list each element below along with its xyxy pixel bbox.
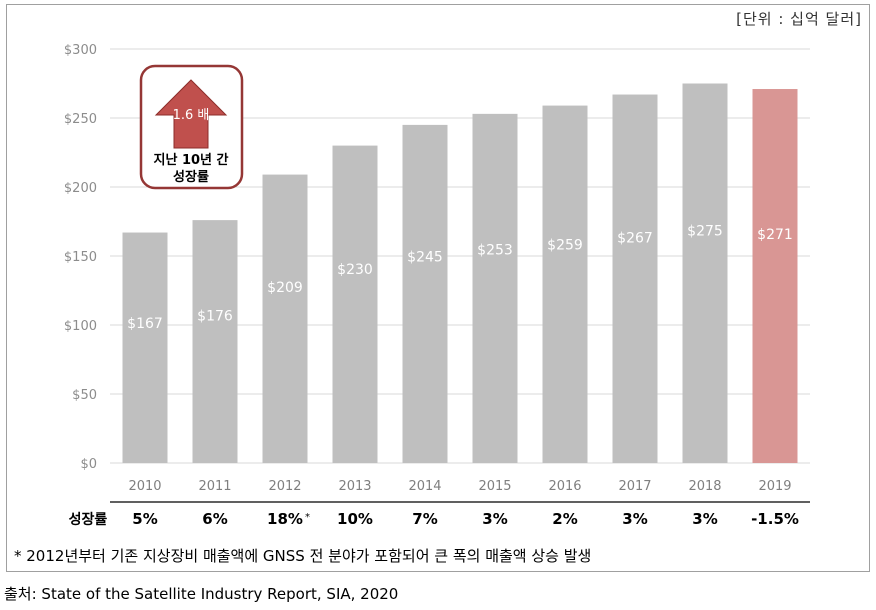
bar	[262, 174, 308, 463]
callout-line2: 성장률	[173, 169, 209, 185]
bar	[612, 94, 658, 463]
bar	[752, 89, 798, 464]
y-tick-label: $300	[64, 43, 97, 58]
growth-value: 3%	[622, 510, 647, 528]
footnote: * 2012년부터 기존 지상장비 매출액에 GNSS 전 분야가 포함되어 큰…	[14, 547, 592, 565]
bar	[332, 145, 378, 463]
chart-frame	[6, 4, 870, 572]
growth-callout: 1.6 배 지난 10년 간 성장률	[139, 64, 244, 190]
growth-value: 6%	[202, 510, 227, 528]
growth-asterisk: *	[305, 512, 310, 523]
y-tick-label: $100	[64, 319, 97, 334]
value-label: $209	[267, 280, 303, 296]
callout-line1: 지난 10년 간	[154, 152, 229, 168]
value-label: $176	[197, 308, 233, 324]
y-tick-label: $0	[80, 457, 97, 472]
growth-row: 성장률 5% 6% 18% * 10% 7% 3% 2% 3% 3% -1.5%	[69, 501, 810, 528]
x-tick-label: 2015	[478, 479, 511, 494]
bar	[122, 232, 168, 463]
unit-label: [단위 : 십억 달러]	[736, 10, 862, 28]
growth-value: 2%	[552, 510, 577, 528]
value-label: $275	[687, 224, 723, 240]
source-note: 출처: State of the Satellite Industry Repo…	[4, 585, 399, 603]
y-tick-label: $250	[64, 112, 97, 127]
y-axis-ticks: $0 $50 $100 $150 $200 $250 $300	[64, 43, 97, 472]
arrow-label: 1.6 배	[173, 108, 210, 123]
growth-value: -1.5%	[751, 510, 799, 528]
bar	[542, 105, 588, 463]
x-tick-label: 2016	[548, 479, 581, 494]
x-axis-ticks: 2010 2011 2012 2013 2014 2015 2016 2017 2018 2019	[128, 479, 791, 494]
bar-chart: $0 $50 $100 $150 $200 $250 $300 $167 $176 $209 $2…	[64, 43, 810, 528]
x-tick-label: 2013	[338, 479, 371, 494]
growth-row-label: 성장률	[69, 511, 108, 528]
growth-value: 5%	[132, 510, 157, 528]
bars	[122, 83, 798, 464]
value-label: $271	[757, 227, 793, 243]
y-tick-label: $150	[64, 250, 97, 265]
value-labels: $167 $176 $209 $230 $245 $253 $259 $267 $275 $271	[127, 224, 793, 332]
x-tick-label: 2019	[758, 479, 791, 494]
x-tick-label: 2010	[128, 479, 161, 494]
x-tick-label: 2012	[268, 479, 301, 494]
growth-value: 3%	[482, 510, 507, 528]
value-label: $259	[547, 237, 583, 253]
bar	[682, 83, 728, 463]
x-tick-label: 2011	[198, 479, 231, 494]
x-tick-label: 2014	[408, 479, 441, 494]
value-label: $167	[127, 316, 163, 332]
growth-value: 10%	[337, 510, 373, 528]
bar	[472, 113, 518, 464]
arrow-up-icon	[154, 79, 228, 149]
y-tick-label: $50	[72, 388, 97, 403]
growth-value: 3%	[692, 510, 717, 528]
growth-value: 7%	[412, 510, 437, 528]
value-label: $230	[337, 262, 373, 278]
bar	[402, 124, 448, 464]
growth-value: 18%	[267, 510, 303, 528]
x-tick-label: 2018	[688, 479, 721, 494]
value-label: $267	[617, 231, 653, 247]
value-label: $245	[407, 249, 443, 265]
bar	[192, 220, 238, 463]
x-tick-label: 2017	[618, 479, 651, 494]
value-label: $253	[477, 243, 513, 259]
y-tick-label: $200	[64, 181, 97, 196]
